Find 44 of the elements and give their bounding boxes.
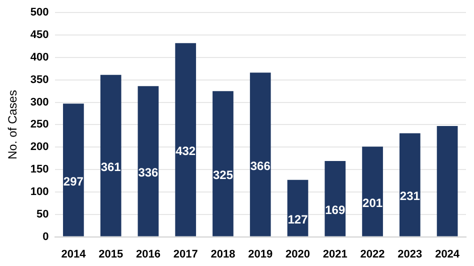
data-label: 366 [250, 158, 271, 173]
x-tick-label: 2017 [173, 248, 198, 260]
y-tick-label: 200 [30, 141, 49, 154]
y-tick-label: 450 [30, 29, 49, 42]
y-tick-label: 350 [30, 74, 49, 86]
bar [250, 72, 271, 236]
bar [138, 86, 159, 236]
data-label: 325 [212, 168, 234, 182]
data-label: 432 [176, 144, 196, 158]
y-axis-title: No. of Cases [6, 90, 20, 160]
data-label: 231 [400, 189, 420, 204]
y-tick-label: 150 [30, 164, 49, 176]
bar [212, 91, 234, 236]
x-tick-label: 2022 [360, 248, 385, 260]
data-label: 201 [362, 196, 383, 210]
y-tick-label: 50 [36, 208, 49, 220]
bar [175, 43, 196, 236]
bar [436, 126, 458, 236]
x-tick-label: 2014 [61, 248, 87, 260]
bar [362, 146, 383, 236]
data-label: 336 [138, 166, 159, 180]
data-label: 169 [325, 202, 346, 217]
data-label: 127 [288, 212, 308, 226]
data-label: 297 [63, 174, 84, 188]
x-tick-label: 2021 [322, 248, 348, 260]
bar [287, 180, 308, 236]
y-tick-label: 400 [30, 51, 49, 64]
x-tick-label: 2024 [435, 248, 460, 260]
bar [324, 161, 346, 236]
data-label: 361 [100, 160, 122, 174]
x-tick-label: 2023 [398, 248, 422, 260]
x-tick-label: 2018 [210, 248, 236, 260]
y-tick-label: 0 [42, 230, 49, 243]
y-tick-label: 300 [30, 96, 49, 108]
y-tick-label: 500 [30, 6, 49, 19]
x-tick-label: 2019 [248, 248, 273, 260]
bar [100, 74, 122, 236]
x-tick-label: 2016 [136, 248, 160, 260]
bar [399, 133, 420, 236]
bar [63, 104, 84, 236]
y-tick-label: 100 [30, 186, 49, 198]
x-tick-label: 2015 [98, 248, 124, 260]
x-tick-label: 2020 [286, 248, 310, 260]
y-tick-label: 250 [30, 118, 49, 131]
